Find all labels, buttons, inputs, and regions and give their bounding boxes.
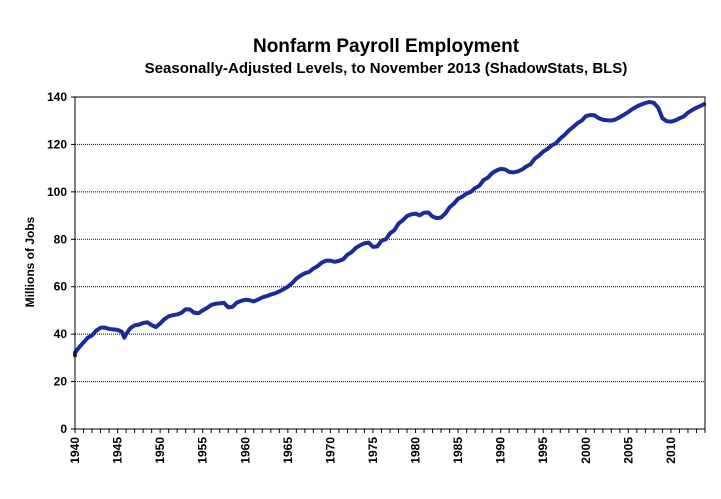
x-tick-label: 2005	[621, 437, 635, 464]
x-tick-label: 1945	[111, 437, 125, 464]
y-axis-ticks: 0 20 40 60 80 100 120 140	[47, 90, 75, 436]
chart-subtitle: Seasonally-Adjusted Levels, to November …	[145, 60, 628, 77]
x-tick-label: 1960	[238, 437, 252, 464]
x-tick-label: 1950	[153, 437, 167, 464]
plot-area-frame	[74, 96, 706, 430]
series-layer	[73, 99, 707, 358]
x-tick-label: 1995	[536, 437, 550, 464]
x-tick-label: 1955	[196, 437, 210, 464]
y-tick-label: 80	[54, 232, 68, 246]
y-tick-label: 140	[47, 90, 67, 104]
y-tick-label: 40	[54, 327, 68, 341]
gridlines	[75, 143, 705, 383]
x-tick-label: 1965	[281, 437, 295, 464]
y-tick-label: 120	[47, 137, 67, 151]
chart-title: Nonfarm Payroll Employment	[253, 36, 520, 57]
x-axis-ticks: 1940 1945 1950 1955 1960 1965 1970 1975 1980 1985…	[68, 429, 706, 464]
y-tick-label: 20	[54, 375, 68, 389]
y-tick-label: 0	[60, 422, 67, 436]
x-tick-label: 2000	[579, 437, 593, 464]
y-axis-label: Millions of Jobs	[23, 216, 37, 307]
x-tick-label: 1975	[366, 437, 380, 464]
x-tick-label: 1970	[323, 437, 337, 464]
series-line-payroll	[73, 99, 707, 358]
x-tick-label: 1940	[68, 437, 82, 464]
x-tick-label: 1990	[494, 437, 508, 464]
y-tick-label: 60	[54, 280, 68, 294]
x-tick-label: 1985	[451, 437, 465, 464]
x-tick-label: 1980	[409, 437, 423, 464]
x-tick-label: 2010	[664, 437, 678, 464]
y-tick-label: 100	[47, 185, 67, 199]
